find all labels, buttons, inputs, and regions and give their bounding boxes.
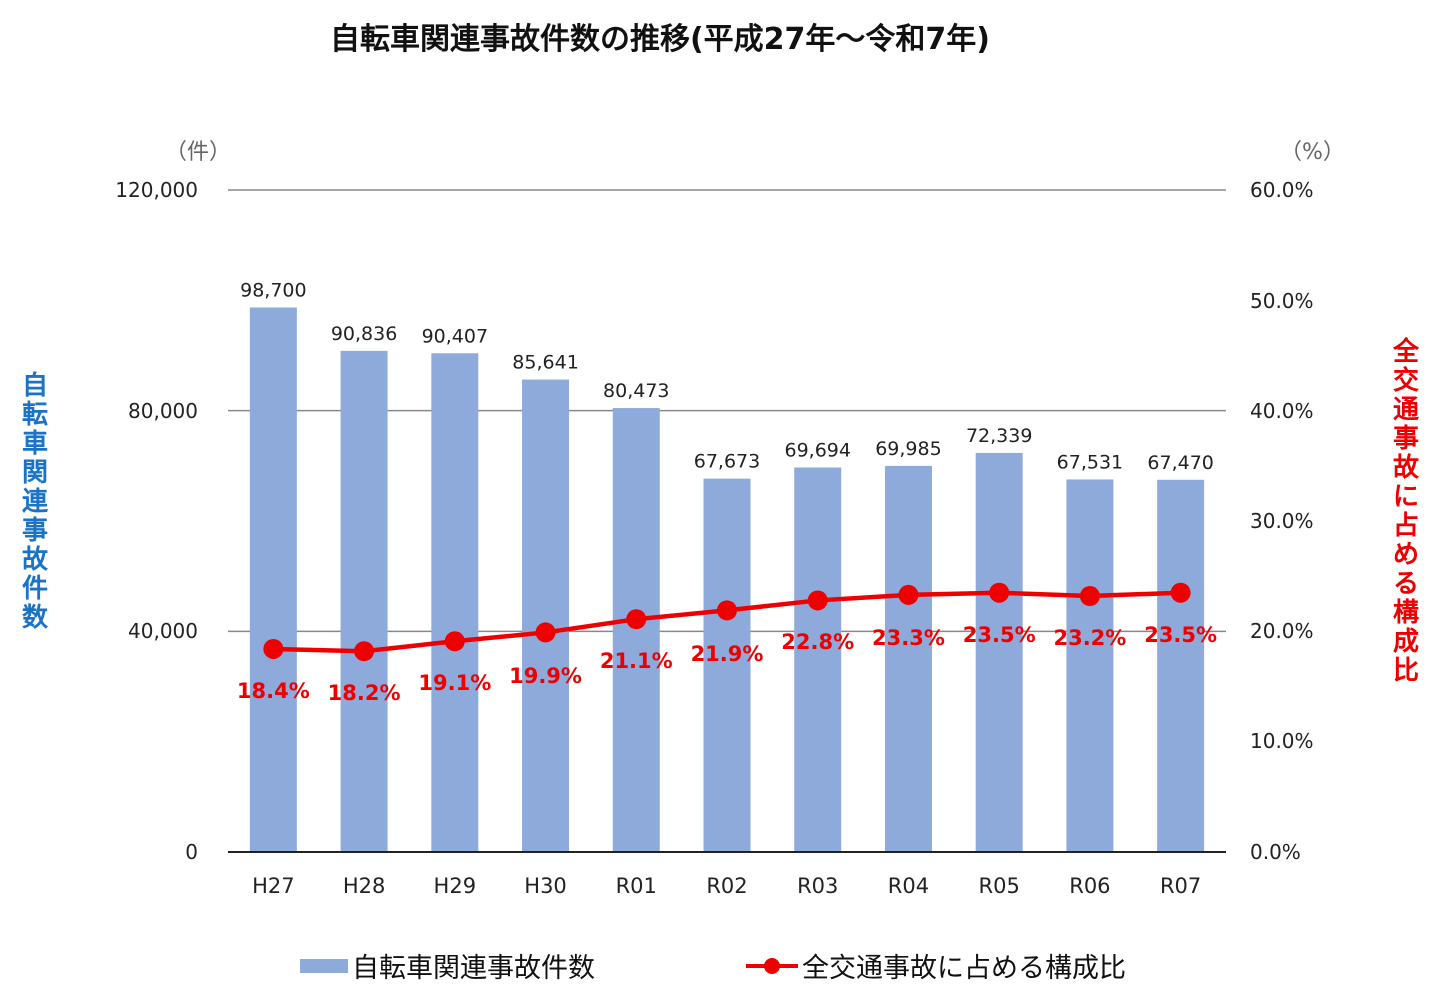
line-marker [263, 638, 284, 659]
line-value-label: 21.9% [691, 642, 764, 666]
x-tick-label: H30 [524, 874, 567, 898]
legend-bar-label: 自転車関連事故件数 [352, 953, 595, 984]
line-marker [535, 622, 556, 643]
line-marker [989, 582, 1010, 603]
right-tick: 30.0% [1250, 509, 1314, 533]
left-axis-label: 自転車関連事故件数 [21, 371, 48, 633]
bar-value-label: 90,836 [331, 323, 397, 345]
x-tick-label: R05 [979, 874, 1020, 898]
line-value-label: 19.1% [418, 671, 491, 695]
x-tick-label: H29 [434, 874, 477, 898]
bar [703, 478, 751, 852]
bar [522, 379, 570, 852]
right-tick: 50.0% [1250, 289, 1314, 313]
line-marker [717, 600, 737, 621]
x-tick-label: R07 [1160, 874, 1201, 898]
line-marker [444, 631, 465, 652]
x-tick-label: R03 [797, 874, 838, 898]
bar [1157, 479, 1205, 852]
line-value-label: 19.9% [509, 664, 582, 688]
bar-value-label: 85,641 [512, 352, 578, 374]
bar-value-label: 67,531 [1057, 451, 1123, 473]
bar-value-label: 69,694 [784, 440, 850, 462]
bar [612, 408, 660, 852]
bar-value-label: 90,407 [422, 325, 488, 347]
right-axis-label: 全交通事故に占める構成比 [1392, 337, 1419, 686]
left-tick: 40,000 [128, 619, 198, 643]
x-tick-label: R04 [888, 874, 929, 898]
x-tick-label: R06 [1069, 874, 1110, 898]
line-marker [1170, 582, 1191, 603]
x-tick-label: H28 [343, 874, 386, 898]
line-value-label: 21.1% [600, 649, 673, 673]
bar [794, 467, 842, 852]
bar-value-label: 67,470 [1147, 452, 1213, 474]
legend-bar-series: 自転車関連事故件数 [300, 946, 595, 985]
left-tick: 120,000 [115, 178, 198, 202]
right-tick: 0.0% [1250, 840, 1301, 864]
bar [884, 465, 932, 852]
bar [249, 307, 297, 852]
bar-value-label: 98,700 [240, 280, 306, 302]
bar-value-label: 67,673 [694, 451, 760, 473]
right-tick: 20.0% [1250, 619, 1314, 643]
legend-line-label: 全交通事故に占める構成比 [802, 953, 1126, 984]
right-tick: 60.0% [1250, 178, 1314, 202]
right-tick: 10.0% [1250, 729, 1314, 753]
line-value-label: 23.2% [1053, 626, 1126, 650]
line-value-label: 22.8% [781, 630, 854, 654]
line-marker [354, 641, 375, 662]
bar-value-label: 72,339 [966, 425, 1032, 447]
line-value-label: 18.2% [328, 681, 401, 705]
left-axis-unit: （件） [165, 140, 232, 165]
line-value-label: 23.5% [1144, 623, 1217, 647]
left-tick: 0 [185, 840, 198, 864]
line-value-label: 18.4% [237, 679, 310, 703]
x-tick-label: H27 [252, 874, 295, 898]
right-axis-unit: （%） [1280, 140, 1345, 165]
line-marker-icon [746, 956, 798, 976]
bar [431, 353, 479, 852]
line-marker [898, 584, 919, 605]
line-marker [807, 590, 828, 611]
bar-swatch-icon [300, 958, 348, 973]
line-marker [1079, 586, 1100, 607]
bar-value-label: 80,473 [603, 380, 669, 402]
x-tick-label: R01 [616, 874, 657, 898]
bar-value-label: 69,985 [875, 438, 941, 460]
left-tick: 80,000 [128, 399, 198, 423]
bar [975, 452, 1023, 852]
line-value-label: 23.3% [872, 626, 945, 650]
x-tick-label: R02 [706, 874, 747, 898]
right-tick: 40.0% [1250, 399, 1314, 423]
line-marker [626, 609, 647, 630]
bar [1066, 479, 1114, 852]
legend-line-series: 全交通事故に占める構成比 [746, 946, 1126, 985]
bar [340, 350, 388, 852]
chart-title: 自転車関連事故件数の推移(平成27年～令和7年) [329, 22, 991, 57]
line-value-label: 23.5% [963, 623, 1036, 647]
